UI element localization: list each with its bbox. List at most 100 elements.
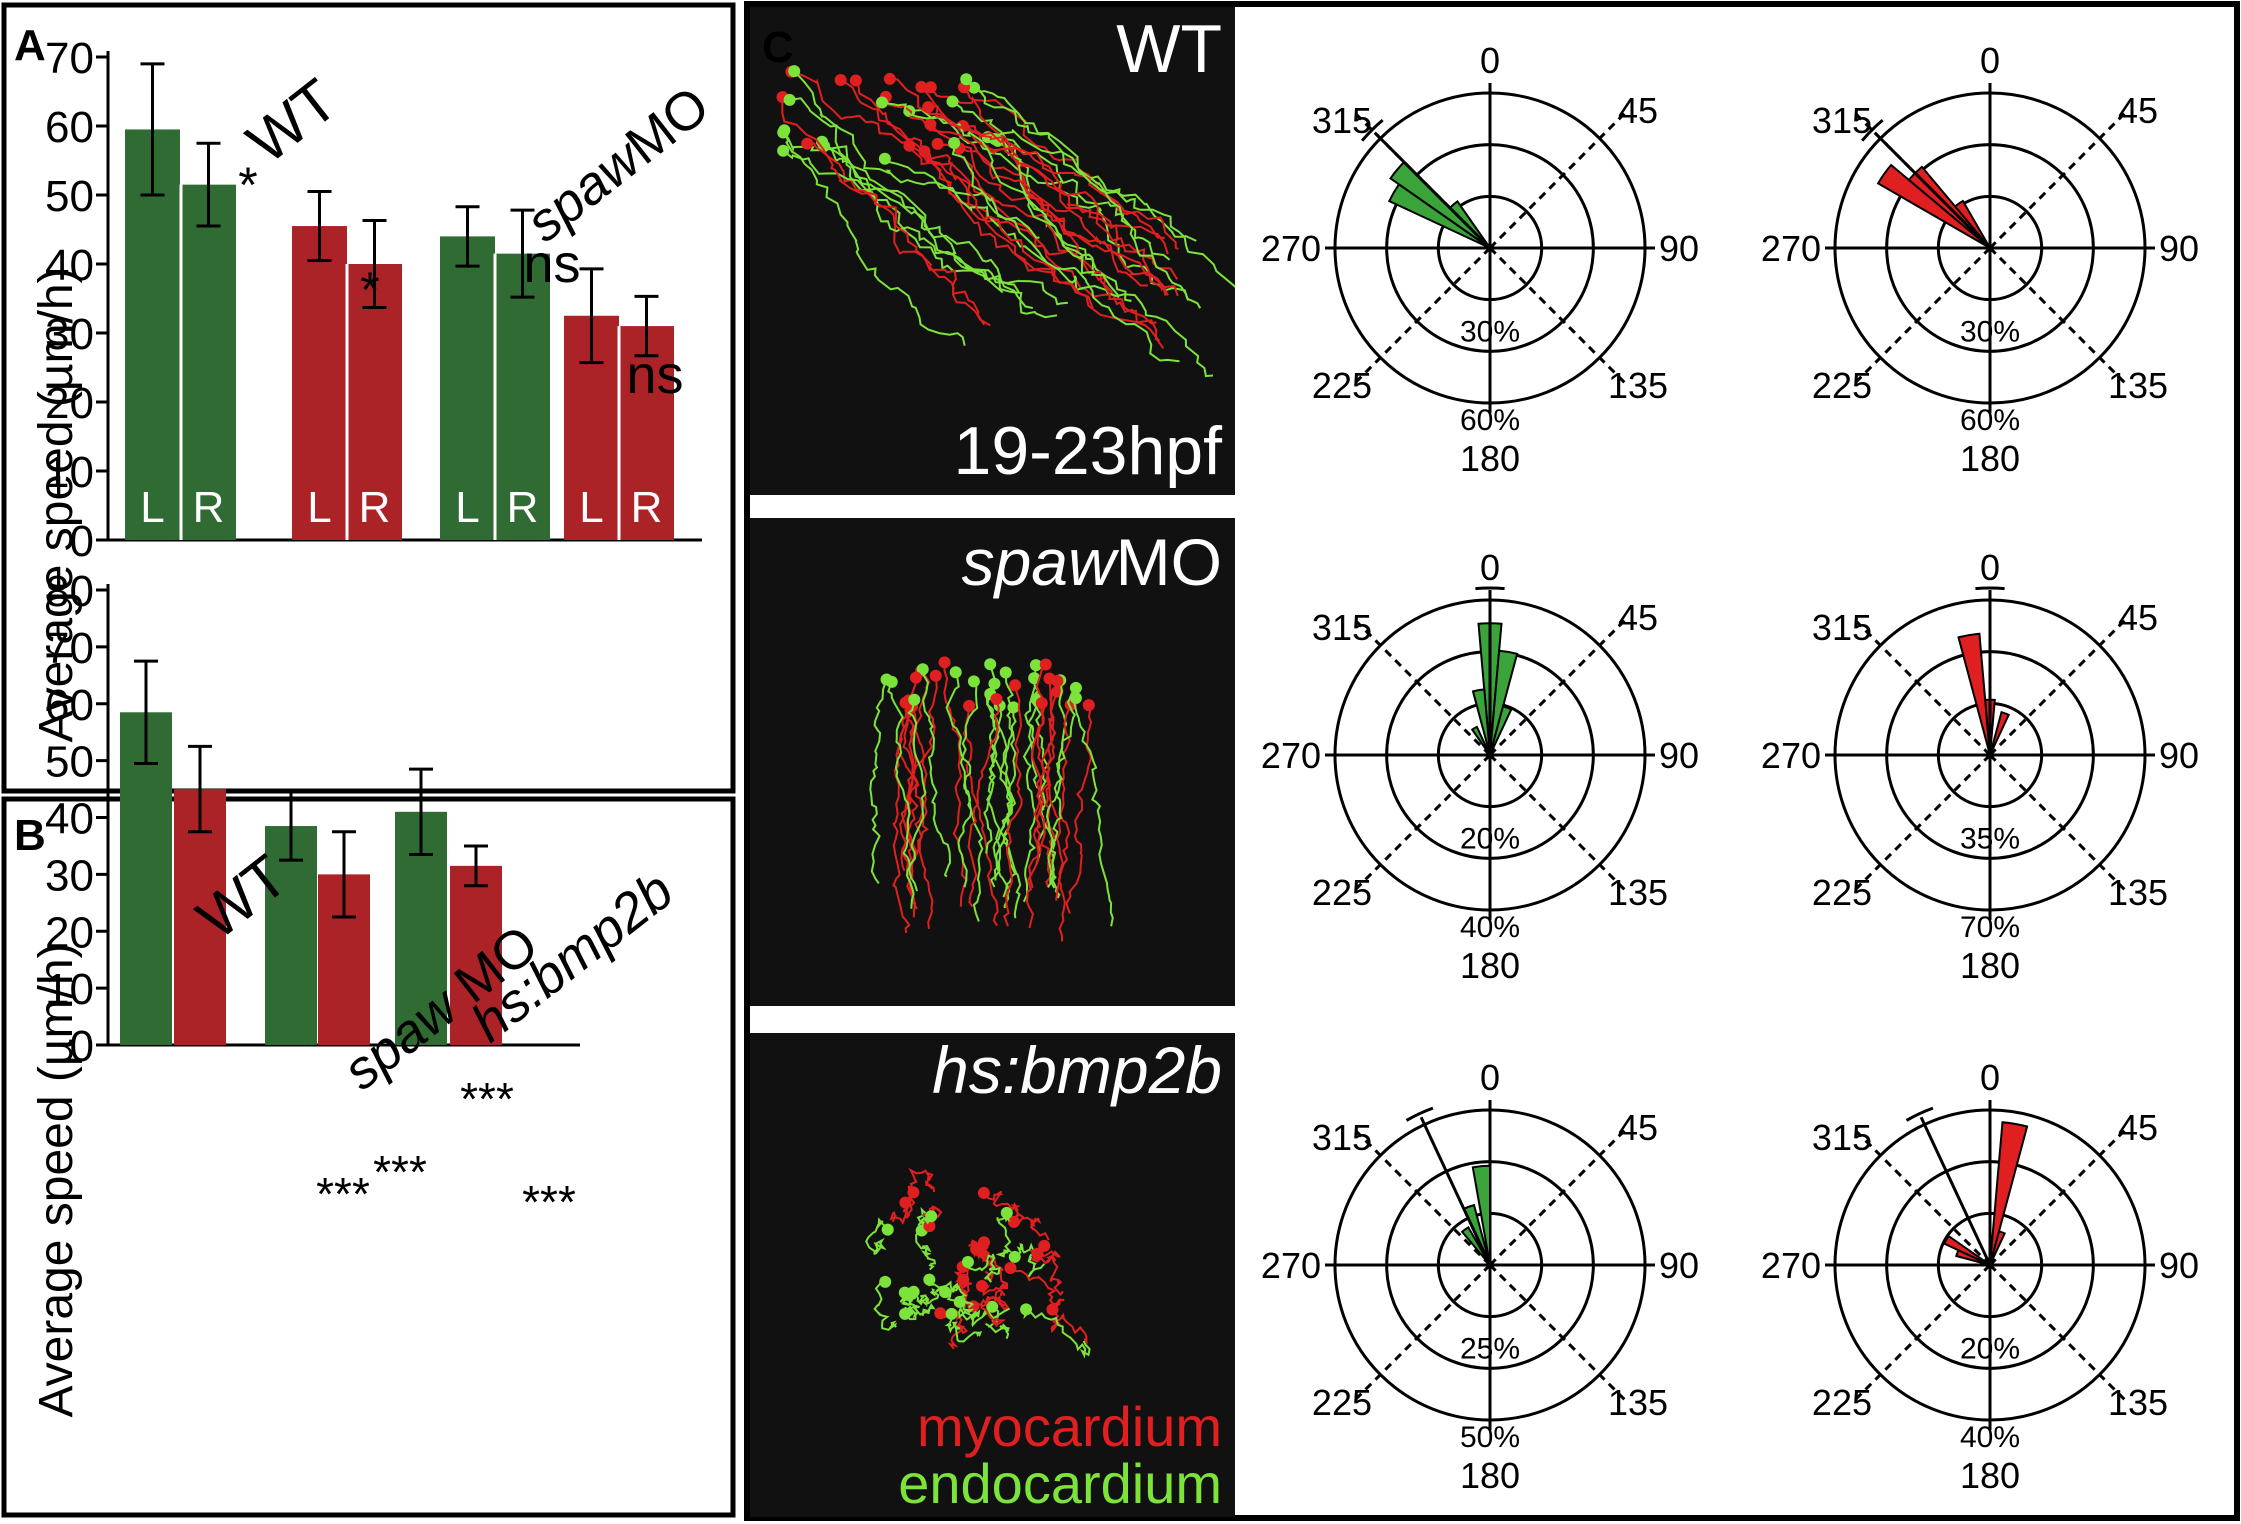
panel-a-bars <box>125 62 674 541</box>
y-tick-label: 20 <box>45 379 94 428</box>
cell-marker <box>1082 699 1095 712</box>
cell-marker <box>881 1223 894 1236</box>
cell-marker <box>968 81 981 94</box>
rose-angle-label: 180 <box>1960 945 2020 986</box>
rose-petal <box>1460 1226 1491 1266</box>
panel-b-label: B <box>14 811 46 860</box>
cell-track <box>966 1253 1001 1283</box>
y-tick-label: 40 <box>45 795 94 844</box>
rose-angle-label: 0 <box>1480 1057 1500 1098</box>
cell-marker <box>1020 1303 1033 1316</box>
rose-diagonal <box>1351 616 1492 757</box>
panel-a-sig-spaw-red: ns <box>626 345 683 405</box>
cell-marker <box>923 1220 936 1233</box>
cell-marker <box>960 73 973 86</box>
legend-endocardium: endocardium <box>898 1452 1222 1515</box>
cell-marker <box>1069 691 1082 704</box>
cell-track <box>992 672 1017 881</box>
y-tick-label: 50 <box>45 172 94 221</box>
rose-petal <box>1989 1121 2029 1266</box>
rose-plot: 0 180 90 270 45 135 225 315 25% 50% <box>1261 1057 1699 1496</box>
rose-petal <box>1470 725 1491 756</box>
cell-track <box>915 1215 937 1271</box>
rose-angle-label: 135 <box>1608 365 1668 406</box>
cell-track <box>782 150 1020 293</box>
cell-marker <box>931 137 944 150</box>
cell-marker <box>925 1210 938 1223</box>
cell-track <box>962 125 1167 296</box>
y-tick-label: 60 <box>45 103 94 152</box>
cell-marker <box>849 74 862 87</box>
y-tick-label: 40 <box>45 241 94 290</box>
cell-marker <box>963 699 976 712</box>
cell-track <box>959 680 984 922</box>
bar <box>181 184 236 540</box>
rose-angle-label: 270 <box>1261 1245 1321 1286</box>
cell-marker <box>938 656 951 669</box>
cell-track <box>840 79 1094 309</box>
cell-marker <box>967 675 980 688</box>
cell-marker <box>899 1307 912 1320</box>
rose-petal <box>1957 632 1991 756</box>
cell-track <box>965 78 1190 301</box>
cell-track <box>944 1313 983 1343</box>
cell-marker <box>1029 659 1042 672</box>
rose-plot: 0 180 90 270 45 135 225 315 35% 70% <box>1761 547 2199 986</box>
rose-angle-label: 0 <box>1480 547 1500 588</box>
rose-angle-label: 180 <box>1460 945 1520 986</box>
rose-petal <box>1489 705 1513 756</box>
rose-plot: 0 180 90 270 45 135 225 315 30% 60% <box>1761 40 2199 479</box>
cell-track <box>967 698 1000 908</box>
rose-angle-label: 225 <box>1812 365 1872 406</box>
panel-a-yaxis: 0 10 20 30 40 50 60 70 <box>45 34 702 566</box>
rose-petal <box>1989 1230 2007 1266</box>
cell-track <box>892 699 911 933</box>
image-wt <box>750 7 1235 495</box>
rose-mean-arc <box>1405 1106 1434 1122</box>
rose-angle-label: 0 <box>1480 40 1500 81</box>
y-tick-label: 30 <box>45 310 94 359</box>
rose-angle-label: 135 <box>1608 872 1668 913</box>
cell-track <box>905 699 927 909</box>
cell-marker <box>1009 679 1022 692</box>
image-spaw-title: spawMO <box>962 525 1222 599</box>
cell-marker <box>923 1273 936 1286</box>
rose-angle-label: 0 <box>1980 1057 2000 1098</box>
bar-category-label: L <box>307 483 331 532</box>
bar <box>495 253 550 540</box>
panel-b-ylabel: Average speed (µm/h) <box>30 942 83 1417</box>
rose-diagonal <box>1988 1126 2129 1267</box>
bar <box>450 865 502 1045</box>
cell-marker <box>907 1186 920 1199</box>
cell-marker <box>961 1255 974 1268</box>
tracks-hs <box>865 1167 1091 1359</box>
panel-b: B Average speed (µm/h) 0 10 20 30 40 50 60 70 80… <box>1 567 736 1518</box>
image-wt-subtitle: 19-23hpf <box>954 413 1223 489</box>
rose-angle-label: 90 <box>1659 228 1699 269</box>
cell-marker <box>883 72 896 85</box>
panel-b-sig-hs-red: *** <box>522 1176 576 1228</box>
cell-track <box>924 149 1157 325</box>
rose-diagonal <box>1988 246 2129 387</box>
y-tick-label: 70 <box>45 624 94 673</box>
rose-ring-label: 60% <box>1960 404 2020 437</box>
cell-track <box>1028 663 1047 889</box>
rose-mean-arc <box>1905 1106 1934 1122</box>
cell-marker <box>999 666 1012 679</box>
cell-marker <box>1038 1239 1051 1252</box>
rose-diagonal <box>1488 616 1629 757</box>
rose-diagonal <box>1988 109 2129 250</box>
rose-angle-label: 45 <box>2118 1107 2158 1148</box>
rose-angle-label: 180 <box>1460 438 1520 479</box>
panel-a-spaw-label: spawMO <box>515 75 720 253</box>
cell-track <box>921 668 952 878</box>
rose-petal <box>1953 199 1991 249</box>
rose-angle-label: 0 <box>1980 40 2000 81</box>
rose-diagonal <box>1988 753 2129 894</box>
bar-category-label: L <box>140 483 164 532</box>
cell-marker <box>1051 675 1064 688</box>
rose-diagonal <box>1851 1126 1992 1267</box>
cell-marker <box>1008 1250 1021 1263</box>
rose-ring-label: 20% <box>1460 823 1520 856</box>
